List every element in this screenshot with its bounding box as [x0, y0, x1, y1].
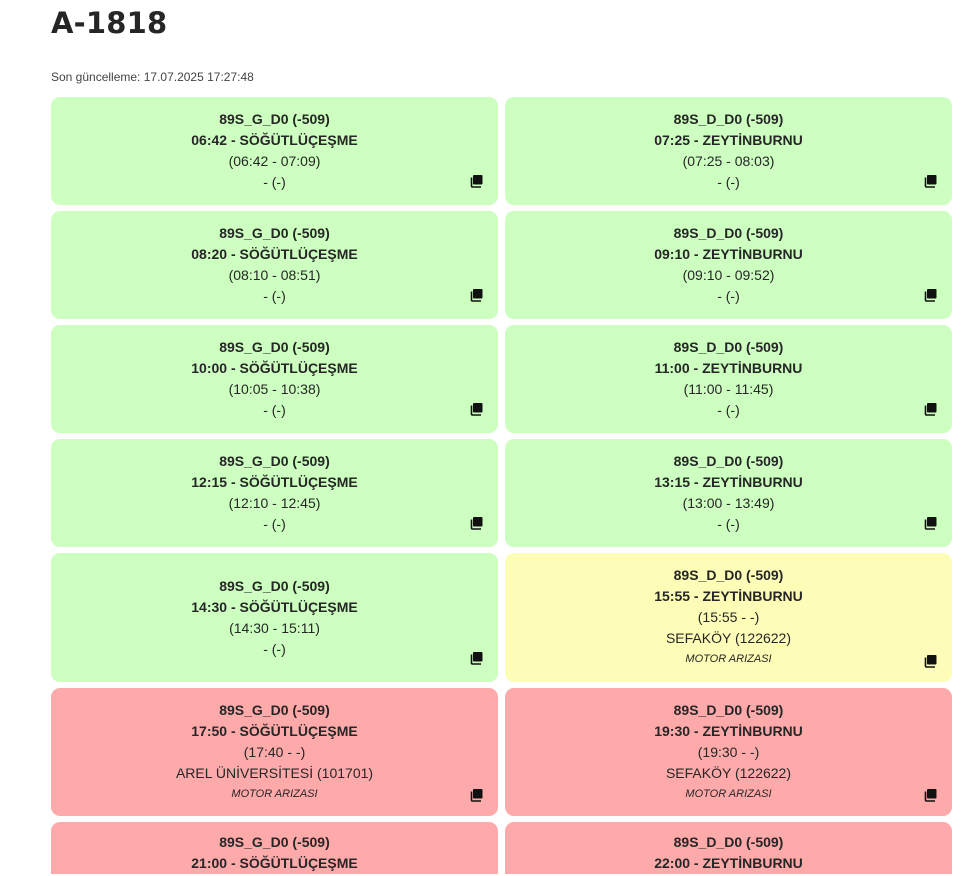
copy-icon[interactable] [924, 174, 938, 188]
trip-route: 89S_G_D0 (-509) [219, 225, 330, 241]
trip-route: 89S_D_D0 (-509) [673, 339, 784, 355]
copy-icon[interactable] [924, 288, 938, 302]
trip-stop: SEFAKÖY (122622) [665, 764, 792, 781]
trip-card: 89S_D_D0 (-509) 13:15 - ZEYTİNBURNU (13:00… [505, 439, 952, 547]
trip-card: 89S_D_D0 (-509) 11:00 - ZEYTİNBURNU (11:00… [505, 325, 952, 433]
trip-route: 89S_G_D0 (-509) [219, 701, 330, 718]
trip-stop: SEFAKÖY (122622) [665, 630, 792, 646]
page-title: A-1818 [51, 6, 168, 40]
trip-departure: 13:15 - ZEYTİNBURNU [654, 474, 803, 490]
copy-icon[interactable] [924, 516, 938, 530]
trip-actual-times: (10:05 - 10:38) [228, 381, 321, 397]
trip-departure: 22:00 - ZEYTİNBURNU [654, 855, 803, 871]
trip-stop: - (-) [263, 174, 286, 190]
trip-route: 89S_D_D0 (-509) [673, 453, 784, 469]
trip-route: 89S_D_D0 (-509) [673, 701, 784, 718]
trip-card: 89S_D_D0 (-509) 22:00 - ZEYTİNBURNU [505, 822, 952, 874]
trip-stop: AREL ÜNİVERSİTESİ (101701) [175, 764, 374, 781]
trip-departure: 08:20 - SÖĞÜTLÜÇEŞME [191, 246, 358, 262]
trip-card: 89S_G_D0 (-509) 06:42 - SÖĞÜTLÜÇEŞME (06:4… [51, 97, 498, 205]
trip-route: 89S_G_D0 (-509) [219, 339, 330, 355]
trip-departure: 21:00 - SÖĞÜTLÜÇEŞME [191, 855, 358, 871]
trip-departure: 17:50 - SÖĞÜTLÜÇEŞME [191, 722, 358, 739]
trip-stop: - (-) [717, 516, 740, 532]
copy-icon[interactable] [470, 402, 484, 416]
trip-departure: 19:30 - ZEYTİNBURNU [654, 722, 803, 739]
trip-actual-times: (08:10 - 08:51) [228, 267, 321, 283]
copy-icon[interactable] [924, 788, 938, 802]
copy-icon[interactable] [924, 402, 938, 416]
trip-departure: 10:00 - SÖĞÜTLÜÇEŞME [191, 360, 358, 376]
trip-route: 89S_D_D0 (-509) [673, 567, 784, 583]
trip-actual-times: (07:25 - 08:03) [682, 153, 775, 169]
trip-route: 89S_G_D0 (-509) [219, 111, 330, 127]
trip-stop: - (-) [717, 288, 740, 304]
trip-actual-times: (17:40 - -) [243, 743, 306, 760]
trip-route: 89S_G_D0 (-509) [219, 834, 330, 850]
trip-card: 89S_G_D0 (-509) 21:00 - SÖĞÜTLÜÇEŞME [51, 822, 498, 874]
trip-stop: - (-) [263, 516, 286, 532]
copy-icon[interactable] [470, 651, 484, 665]
last-update-text: Son güncelleme: 17.07.2025 17:27:48 [51, 70, 254, 84]
copy-icon[interactable] [470, 516, 484, 530]
copy-icon[interactable] [470, 288, 484, 302]
trip-stop: - (-) [717, 174, 740, 190]
trip-stop: - (-) [263, 640, 286, 657]
trip-card: 89S_D_D0 (-509) 09:10 - ZEYTİNBURNU (09:10… [505, 211, 952, 319]
trip-stop: - (-) [717, 402, 740, 418]
trip-route: 89S_D_D0 (-509) [673, 834, 784, 850]
trip-route: 89S_D_D0 (-509) [673, 111, 784, 127]
trip-departure: 14:30 - SÖĞÜTLÜÇEŞME [191, 598, 358, 615]
trip-actual-times: (14:30 - 15:11) [229, 619, 320, 636]
trip-actual-times: (09:10 - 09:52) [682, 267, 775, 283]
trip-card: 89S_D_D0 (-509) 15:55 - ZEYTİNBURNU (15:55… [505, 553, 952, 682]
trip-card: 89S_D_D0 (-509) 19:30 - ZEYTİNBURNU (19:30… [505, 688, 952, 816]
trip-actual-times: (13:00 - 13:49) [682, 495, 775, 511]
trip-card: 89S_D_D0 (-509) 07:25 - ZEYTİNBURNU (07:25… [505, 97, 952, 205]
trip-actual-times: (19:30 - -) [697, 743, 760, 760]
trip-actual-times: (12:10 - 12:45) [228, 495, 321, 511]
trip-note: MOTOR ARIZASI [685, 787, 772, 800]
trip-departure: 09:10 - ZEYTİNBURNU [654, 246, 803, 262]
copy-icon[interactable] [924, 654, 938, 668]
trip-departure: 12:15 - SÖĞÜTLÜÇEŞME [191, 474, 358, 490]
trip-card: 89S_G_D0 (-509) 14:30 - SÖĞÜTLÜÇEŞME (14:3… [51, 553, 498, 682]
trip-route: 89S_G_D0 (-509) [219, 453, 330, 469]
trip-departure: 07:25 - ZEYTİNBURNU [654, 132, 803, 148]
trip-actual-times: (15:55 - -) [697, 609, 760, 625]
trip-card: 89S_G_D0 (-509) 10:00 - SÖĞÜTLÜÇEŞME (10:0… [51, 325, 498, 433]
copy-icon[interactable] [470, 788, 484, 802]
trip-card: 89S_G_D0 (-509) 17:50 - SÖĞÜTLÜÇEŞME (17:4… [51, 688, 498, 816]
trip-route: 89S_G_D0 (-509) [219, 577, 330, 594]
trip-note: MOTOR ARIZASI [231, 787, 318, 800]
trip-card: 89S_G_D0 (-509) 12:15 - SÖĞÜTLÜÇEŞME (12:1… [51, 439, 498, 547]
trip-route: 89S_D_D0 (-509) [673, 225, 784, 241]
trip-departure: 11:00 - ZEYTİNBURNU [654, 360, 803, 376]
trip-actual-times: (11:00 - 11:45) [683, 381, 774, 397]
trip-actual-times: (06:42 - 07:09) [228, 153, 321, 169]
trip-stop: - (-) [263, 288, 286, 304]
trip-stop: - (-) [263, 402, 286, 418]
trip-card: 89S_G_D0 (-509) 08:20 - SÖĞÜTLÜÇEŞME (08:1… [51, 211, 498, 319]
trip-departure: 15:55 - ZEYTİNBURNU [654, 588, 803, 604]
trip-note: MOTOR ARIZASI [685, 653, 772, 665]
trip-grid: 89S_G_D0 (-509) 06:42 - SÖĞÜTLÜÇEŞME (06:4… [51, 97, 952, 874]
copy-icon[interactable] [470, 174, 484, 188]
trip-departure: 06:42 - SÖĞÜTLÜÇEŞME [191, 132, 358, 148]
